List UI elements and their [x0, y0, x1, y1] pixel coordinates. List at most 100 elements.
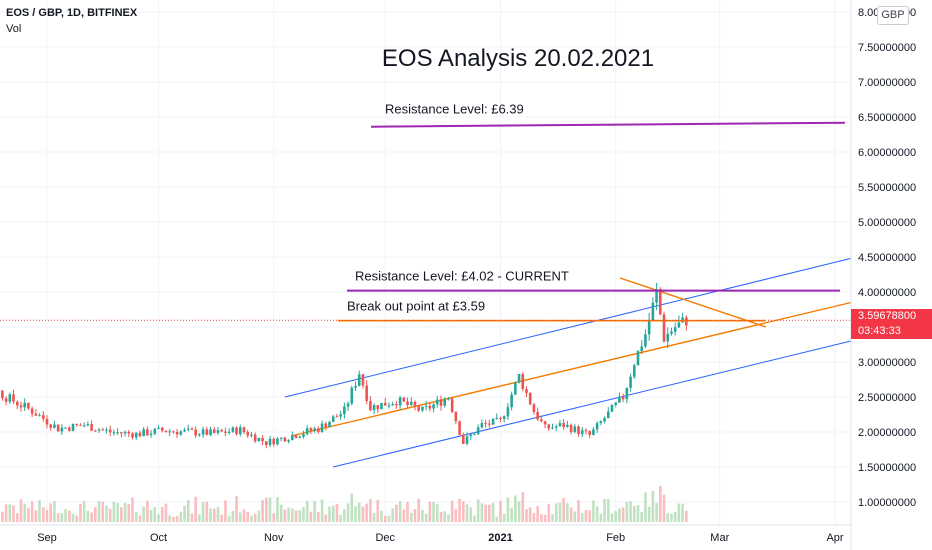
candle-body [231, 427, 235, 432]
candle-body [499, 417, 502, 419]
y-tick-label: 2.00000000 [858, 427, 916, 439]
volume-bar [469, 507, 473, 522]
candle-body [97, 429, 101, 431]
candle-body [90, 424, 93, 431]
candle-body [528, 392, 532, 405]
candle-body [94, 430, 97, 432]
volume-bar [175, 515, 179, 522]
candle-body [242, 427, 246, 433]
volume-bar [283, 509, 287, 522]
candle-body [521, 374, 525, 390]
candle-body [157, 427, 160, 429]
candle-body [186, 428, 190, 430]
volume-bar [450, 500, 454, 522]
volume-bar [621, 507, 625, 522]
volume-bar [238, 512, 242, 522]
volume-bar [212, 508, 216, 522]
candle-body [160, 427, 164, 431]
volume-bar [131, 497, 134, 522]
candle-body [272, 438, 276, 445]
candle-body [45, 418, 49, 425]
volume-bar [473, 515, 476, 522]
candle-body [82, 425, 86, 427]
volume-bar [655, 502, 658, 522]
volume-bar [209, 508, 212, 522]
current-price-badge: 3.59678800 [851, 309, 932, 324]
volume-bar [272, 513, 276, 522]
candle-body [79, 424, 82, 426]
candle-body [34, 413, 38, 416]
candle-body [149, 433, 153, 436]
x-tick-label: 2021 [488, 532, 512, 544]
candle-body [19, 405, 23, 408]
volume-bar [614, 511, 617, 522]
volume-bar [465, 504, 469, 522]
volume-bar [480, 503, 484, 522]
candle-body [618, 396, 621, 403]
volume-bar [439, 512, 443, 522]
candle-body [380, 402, 383, 410]
candle-body [369, 401, 372, 411]
volume-bar [484, 504, 487, 522]
y-tick-label: 3.00000000 [858, 357, 916, 369]
candle-body [238, 427, 242, 435]
currency-button[interactable]: GBP [877, 6, 909, 25]
candle-body [659, 288, 662, 315]
candle-body [506, 407, 510, 417]
candle-body [625, 387, 629, 400]
candle-body [551, 427, 554, 429]
volume-bar [361, 506, 365, 522]
y-tick-label: 1.50000000 [858, 462, 916, 474]
volume-bar [599, 513, 603, 522]
volume-bar [677, 503, 681, 522]
volume-bar [186, 500, 190, 522]
candle-body [525, 389, 528, 393]
drawings [284, 257, 852, 468]
x-axis: Sep Oct Nov Dec 2021 Feb Mar Apr [0, 524, 851, 544]
volume-bar [317, 511, 320, 522]
volume-bar [60, 513, 64, 522]
candle-body [138, 432, 142, 437]
volume-bar [413, 509, 417, 522]
volume-bar [205, 501, 209, 522]
volume-bar [458, 498, 461, 522]
volume-bar [588, 510, 591, 522]
y-tick-label: 4.50000000 [858, 252, 916, 264]
volume-bar [164, 503, 168, 522]
volume-bar [71, 513, 75, 522]
volume-bar [8, 504, 12, 522]
y-tick-label: 5.50000000 [858, 182, 916, 194]
volume-bar [673, 511, 677, 522]
candle-body [614, 402, 617, 405]
volume-bar [476, 499, 480, 522]
candle-body [142, 429, 145, 437]
candle-body [183, 429, 186, 432]
candle-body [120, 432, 123, 434]
candle-body [216, 430, 220, 433]
candle-body [123, 431, 127, 434]
candle-body [309, 428, 313, 431]
candle-body [536, 411, 539, 420]
volume-bar [324, 514, 328, 522]
candle-body [632, 365, 636, 377]
volume-bar [640, 511, 644, 522]
x-tick-label: Mar [710, 532, 729, 544]
volume-bar [380, 510, 383, 522]
volume-bar [447, 514, 450, 522]
volume-bar [580, 513, 584, 522]
candle-body [439, 399, 443, 406]
volume-bar [123, 502, 127, 522]
candle-body [15, 401, 19, 406]
channel-lower-line [332, 340, 852, 468]
orange-descending-line [619, 277, 767, 328]
volume-bar [566, 503, 569, 522]
volume-bar [19, 499, 23, 522]
volume-bar [120, 507, 123, 522]
candle-body [677, 322, 681, 328]
volume-bar [27, 507, 30, 522]
volume-bar [30, 501, 34, 522]
volume-bar [681, 503, 684, 522]
volume-bar [506, 497, 510, 522]
volume-bar [253, 513, 257, 522]
